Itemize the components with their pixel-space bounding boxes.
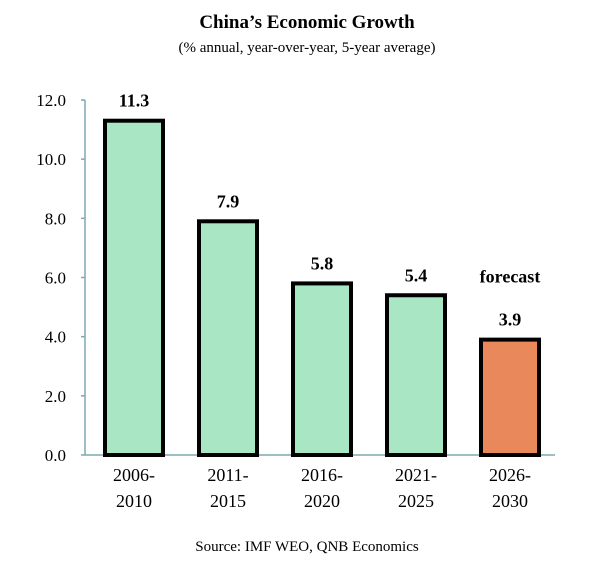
data-label: 5.8	[311, 253, 334, 273]
data-label: 5.4	[405, 265, 428, 285]
x-tick-label: 2016-	[301, 465, 343, 485]
y-tick-label: 12.0	[36, 91, 66, 110]
bar	[479, 337, 541, 457]
data-label: 3.9	[499, 310, 522, 330]
data-label: 7.9	[217, 191, 240, 211]
y-tick-label: 0.0	[45, 446, 66, 465]
x-tick-label: 2011-	[207, 465, 248, 485]
source-note: Source: IMF WEO, QNB Economics	[195, 539, 419, 555]
data-label: 11.3	[119, 91, 150, 111]
x-tick-label: 2030	[492, 491, 528, 511]
x-tick-label: 2021-	[395, 465, 437, 485]
x-tick-label: 2010	[116, 491, 152, 511]
bar	[291, 281, 353, 457]
forecast-annotation: forecast	[480, 267, 541, 287]
y-tick-label: 8.0	[45, 209, 66, 228]
chart-title: China’s Economic Growth	[199, 12, 415, 33]
y-tick-label: 4.0	[45, 328, 66, 347]
x-tick-label: 2006-	[113, 465, 155, 485]
y-tick-label: 2.0	[45, 387, 66, 406]
y-tick-label: 10.0	[36, 150, 66, 169]
y-tick-label: 6.0	[45, 269, 66, 288]
bar	[385, 293, 447, 457]
x-tick-label: 2026-	[489, 465, 531, 485]
bar	[197, 219, 259, 457]
x-tick-label: 2025	[398, 491, 434, 511]
chart-subtitle: (% annual, year-over-year, 5-year averag…	[179, 40, 436, 56]
x-tick-label: 2015	[210, 491, 246, 511]
x-tick-label: 2020	[304, 491, 340, 511]
bar	[103, 118, 165, 457]
